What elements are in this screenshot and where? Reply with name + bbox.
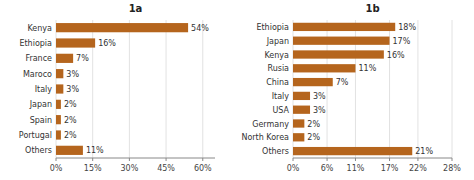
grid-line bbox=[129, 20, 130, 158]
data-label: 16% bbox=[387, 51, 405, 60]
tick-label: 28% bbox=[443, 164, 461, 173]
tick-label: 0% bbox=[287, 164, 300, 173]
bars bbox=[293, 23, 412, 155]
category-label: Germany bbox=[252, 120, 289, 129]
data-label: 18% bbox=[398, 23, 416, 32]
tick-label: 45% bbox=[157, 164, 175, 173]
tick-label: 22% bbox=[409, 164, 427, 173]
data-label: 17% bbox=[393, 37, 411, 46]
bars bbox=[56, 23, 188, 155]
bar bbox=[56, 100, 61, 109]
bar bbox=[293, 64, 355, 72]
tick-label: 15% bbox=[84, 164, 102, 173]
category-label: Others bbox=[262, 147, 289, 156]
category-label: France bbox=[25, 54, 52, 63]
bar bbox=[293, 133, 304, 141]
bar bbox=[293, 78, 333, 86]
bar bbox=[56, 146, 83, 155]
category-label: Rusia bbox=[267, 64, 289, 73]
tick-label: 6% bbox=[321, 164, 334, 173]
category-label: Japan bbox=[266, 37, 289, 46]
category-label: Italy bbox=[35, 85, 53, 94]
category-label: Maroco bbox=[23, 70, 52, 79]
category-label: USA bbox=[272, 106, 289, 115]
data-label: 11% bbox=[358, 64, 376, 73]
category-label: Portugal bbox=[19, 131, 52, 140]
category-label: Ethiopia bbox=[19, 39, 52, 48]
data-label: 3% bbox=[66, 70, 79, 79]
category-label: North Korea bbox=[241, 133, 289, 142]
panel: 1b 0% 6% 11% 17% 22% 28% Ethiopia 18% Japan 17% Ken… bbox=[241, 3, 461, 173]
bar bbox=[293, 106, 310, 114]
panel: 1a 0% 15% 30% 45% 60% Kenya 54% Ethiopia 16% Franc… bbox=[19, 3, 215, 173]
category-label: Others bbox=[25, 146, 52, 155]
data-label: 3% bbox=[313, 92, 326, 101]
tick-label: 11% bbox=[347, 164, 365, 173]
data-label: 7% bbox=[76, 54, 89, 63]
bar bbox=[56, 38, 95, 47]
data-label: 54% bbox=[191, 24, 209, 33]
data-label: 3% bbox=[66, 85, 79, 94]
chart-title: 1a bbox=[129, 3, 143, 14]
data-label: 2% bbox=[64, 131, 77, 140]
bar bbox=[293, 37, 390, 45]
data-label: 2% bbox=[307, 120, 320, 129]
grid-line bbox=[452, 20, 453, 158]
bar bbox=[293, 119, 304, 127]
data-label: 21% bbox=[415, 147, 433, 156]
category-label: Japan bbox=[29, 100, 52, 109]
tick-label: 0% bbox=[50, 164, 63, 173]
bar bbox=[293, 50, 384, 58]
chart-canvas: 1a 0% 15% 30% 45% 60% Kenya 54% Ethiopia 16% Franc… bbox=[0, 0, 474, 180]
grid-line bbox=[166, 20, 167, 158]
x-axis-line bbox=[56, 158, 215, 159]
chart-title: 1b bbox=[365, 3, 379, 14]
category-label: China bbox=[266, 78, 289, 87]
data-label: 2% bbox=[307, 133, 320, 142]
bar bbox=[293, 23, 395, 31]
data-label: 2% bbox=[64, 100, 77, 109]
bar bbox=[56, 54, 73, 63]
data-label: 7% bbox=[336, 78, 349, 87]
category-label: Spain bbox=[30, 116, 52, 125]
data-label: 3% bbox=[313, 106, 326, 115]
bar bbox=[293, 147, 412, 155]
tick-label: 17% bbox=[381, 164, 399, 173]
data-label: 11% bbox=[86, 146, 104, 155]
grid-line bbox=[417, 20, 418, 158]
bar bbox=[56, 115, 61, 124]
grid-line bbox=[202, 20, 203, 158]
data-label: 16% bbox=[98, 39, 116, 48]
x-axis-line bbox=[293, 158, 452, 159]
bar bbox=[56, 69, 63, 78]
bar bbox=[293, 92, 310, 100]
category-label: Kenya bbox=[28, 24, 53, 33]
bar bbox=[56, 23, 188, 32]
category-label: Kenya bbox=[265, 51, 290, 60]
bar bbox=[56, 84, 63, 93]
tick-label: 30% bbox=[120, 164, 138, 173]
category-label: Italy bbox=[272, 92, 290, 101]
data-label: 2% bbox=[64, 116, 77, 125]
category-label: Ethiopia bbox=[256, 23, 289, 32]
bar bbox=[56, 130, 61, 139]
tick-label: 60% bbox=[194, 164, 212, 173]
